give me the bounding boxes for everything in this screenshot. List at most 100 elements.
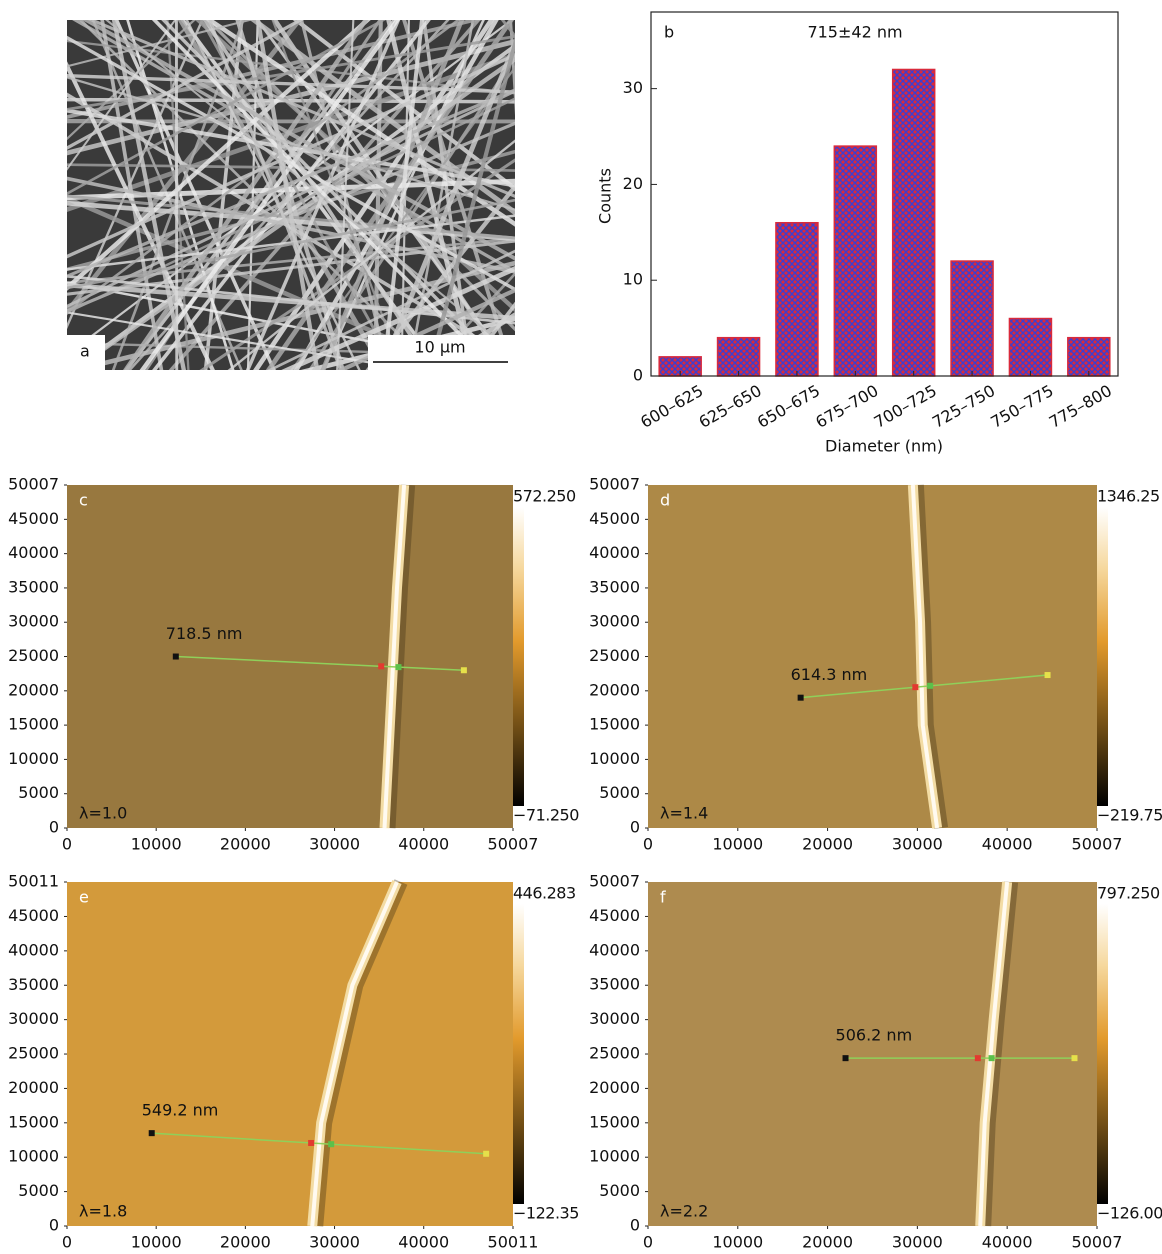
y-tick-label: 20000: [589, 1078, 640, 1097]
x-tick-label: 10000: [712, 1233, 763, 1251]
y-tick-label: 30000: [8, 1009, 59, 1028]
profile-marker: [1071, 1055, 1077, 1061]
lambda-label: λ=1.8: [79, 1202, 127, 1221]
lambda-label: λ=1.4: [660, 804, 708, 823]
y-tick-label: 10000: [8, 1147, 59, 1166]
profile-marker: [1045, 672, 1051, 678]
y-tick-label: 20: [623, 174, 643, 193]
afm-background: [648, 882, 1097, 1226]
y-tick-label: 40000: [589, 940, 640, 959]
y-tick-label: 40000: [8, 543, 59, 562]
x-tick-label: 10000: [131, 835, 182, 854]
y-tick-label: 50007: [589, 475, 640, 494]
x-tick-label: 625–650: [695, 381, 764, 432]
x-axis-label: Diameter (nm): [825, 437, 943, 456]
x-tick-label: 30000: [309, 1233, 360, 1251]
profile-marker: [308, 1140, 314, 1146]
y-tick-label: 25000: [589, 1044, 640, 1063]
y-tick-label: 50011: [8, 872, 59, 891]
y-tick-label: 5000: [18, 783, 59, 802]
bar: [834, 146, 876, 376]
profile-marker: [912, 684, 918, 690]
x-tick-label: 50007: [488, 835, 539, 854]
profile-marker: [483, 1151, 489, 1157]
y-tick-label: 0: [49, 818, 59, 837]
lambda-label: λ=1.0: [79, 804, 127, 823]
y-tick-label: 15000: [589, 1112, 640, 1131]
profile-marker: [461, 667, 467, 673]
colorbar-tick-label: −126.00: [1097, 1204, 1162, 1223]
profile-marker: [927, 683, 933, 689]
x-tick-label: 20000: [220, 835, 271, 854]
colorbar-tick-label: 572.250: [513, 487, 576, 506]
y-tick-label: 45000: [589, 509, 640, 528]
profile-label: 506.2 nm: [836, 1026, 913, 1045]
lambda-label: λ=2.2: [660, 1202, 708, 1221]
profile-label: 549.2 nm: [142, 1101, 219, 1120]
panel-label: c: [79, 491, 88, 510]
x-tick-label: 0: [643, 1233, 653, 1251]
profile-marker: [798, 695, 804, 701]
panel-label: b: [664, 23, 674, 42]
bar: [776, 223, 818, 376]
profile-marker: [173, 654, 179, 660]
y-tick-label: 35000: [8, 975, 59, 994]
x-tick-label: 30000: [309, 835, 360, 854]
profile-marker: [328, 1141, 334, 1147]
x-tick-label: 30000: [892, 835, 943, 854]
x-tick-label: 20000: [220, 1233, 271, 1251]
profile-label: 614.3 nm: [791, 665, 868, 684]
profile-label: 718.5 nm: [166, 624, 243, 643]
profile-marker: [989, 1055, 995, 1061]
y-tick-label: 25000: [8, 646, 59, 665]
y-tick-label: 5000: [599, 1181, 640, 1200]
panel-label: a: [80, 342, 90, 361]
profile-marker: [975, 1055, 981, 1061]
annotation: 715±42 nm: [807, 23, 902, 42]
x-tick-label: 40000: [398, 1233, 449, 1251]
x-tick-label: 50007: [1072, 835, 1123, 854]
x-tick-label: 30000: [892, 1233, 943, 1251]
y-tick-label: 20000: [8, 680, 59, 699]
x-tick-label: 750–775: [987, 381, 1056, 432]
x-tick-label: 650–675: [754, 381, 823, 432]
y-tick-label: 45000: [8, 509, 59, 528]
y-tick-label: 0: [49, 1216, 59, 1235]
profile-marker: [843, 1055, 849, 1061]
y-tick-label: 10000: [589, 749, 640, 768]
x-tick-label: 725–750: [929, 381, 998, 432]
bar: [1009, 319, 1051, 376]
x-tick-label: 50007: [1072, 1233, 1123, 1251]
colorbar: [513, 904, 524, 1204]
figure: a10 μm0102030600–625625–650650–675675–70…: [0, 0, 1162, 1250]
y-tick-label: 50007: [8, 475, 59, 494]
y-tick-label: 10000: [589, 1147, 640, 1166]
afm-background: [67, 485, 513, 828]
x-tick-label: 675–700: [812, 381, 881, 432]
y-tick-label: 15000: [589, 715, 640, 734]
y-tick-label: 30000: [589, 612, 640, 631]
x-tick-label: 0: [62, 1233, 72, 1251]
y-tick-label: 10000: [8, 749, 59, 768]
panel-label: e: [79, 888, 89, 907]
profile-marker: [378, 663, 384, 669]
y-tick-label: 15000: [8, 1112, 59, 1131]
y-tick-label: 0: [633, 366, 643, 385]
y-tick-label: 40000: [589, 543, 640, 562]
x-tick-label: 10000: [712, 835, 763, 854]
colorbar-tick-label: 1346.25: [1097, 487, 1160, 506]
y-tick-label: 45000: [8, 906, 59, 925]
y-tick-label: 35000: [8, 577, 59, 596]
y-tick-label: 20000: [589, 680, 640, 699]
colorbar-tick-label: 446.283: [513, 884, 576, 903]
y-tick-label: 30000: [589, 1009, 640, 1028]
y-tick-label: 5000: [599, 783, 640, 802]
colorbar: [1097, 904, 1108, 1204]
y-tick-label: 30: [623, 78, 643, 97]
x-tick-label: 0: [643, 835, 653, 854]
y-tick-label: 30000: [8, 612, 59, 631]
y-tick-label: 25000: [589, 646, 640, 665]
x-tick-label: 40000: [982, 1233, 1033, 1251]
bar: [718, 338, 760, 376]
x-tick-label: 0: [62, 835, 72, 854]
